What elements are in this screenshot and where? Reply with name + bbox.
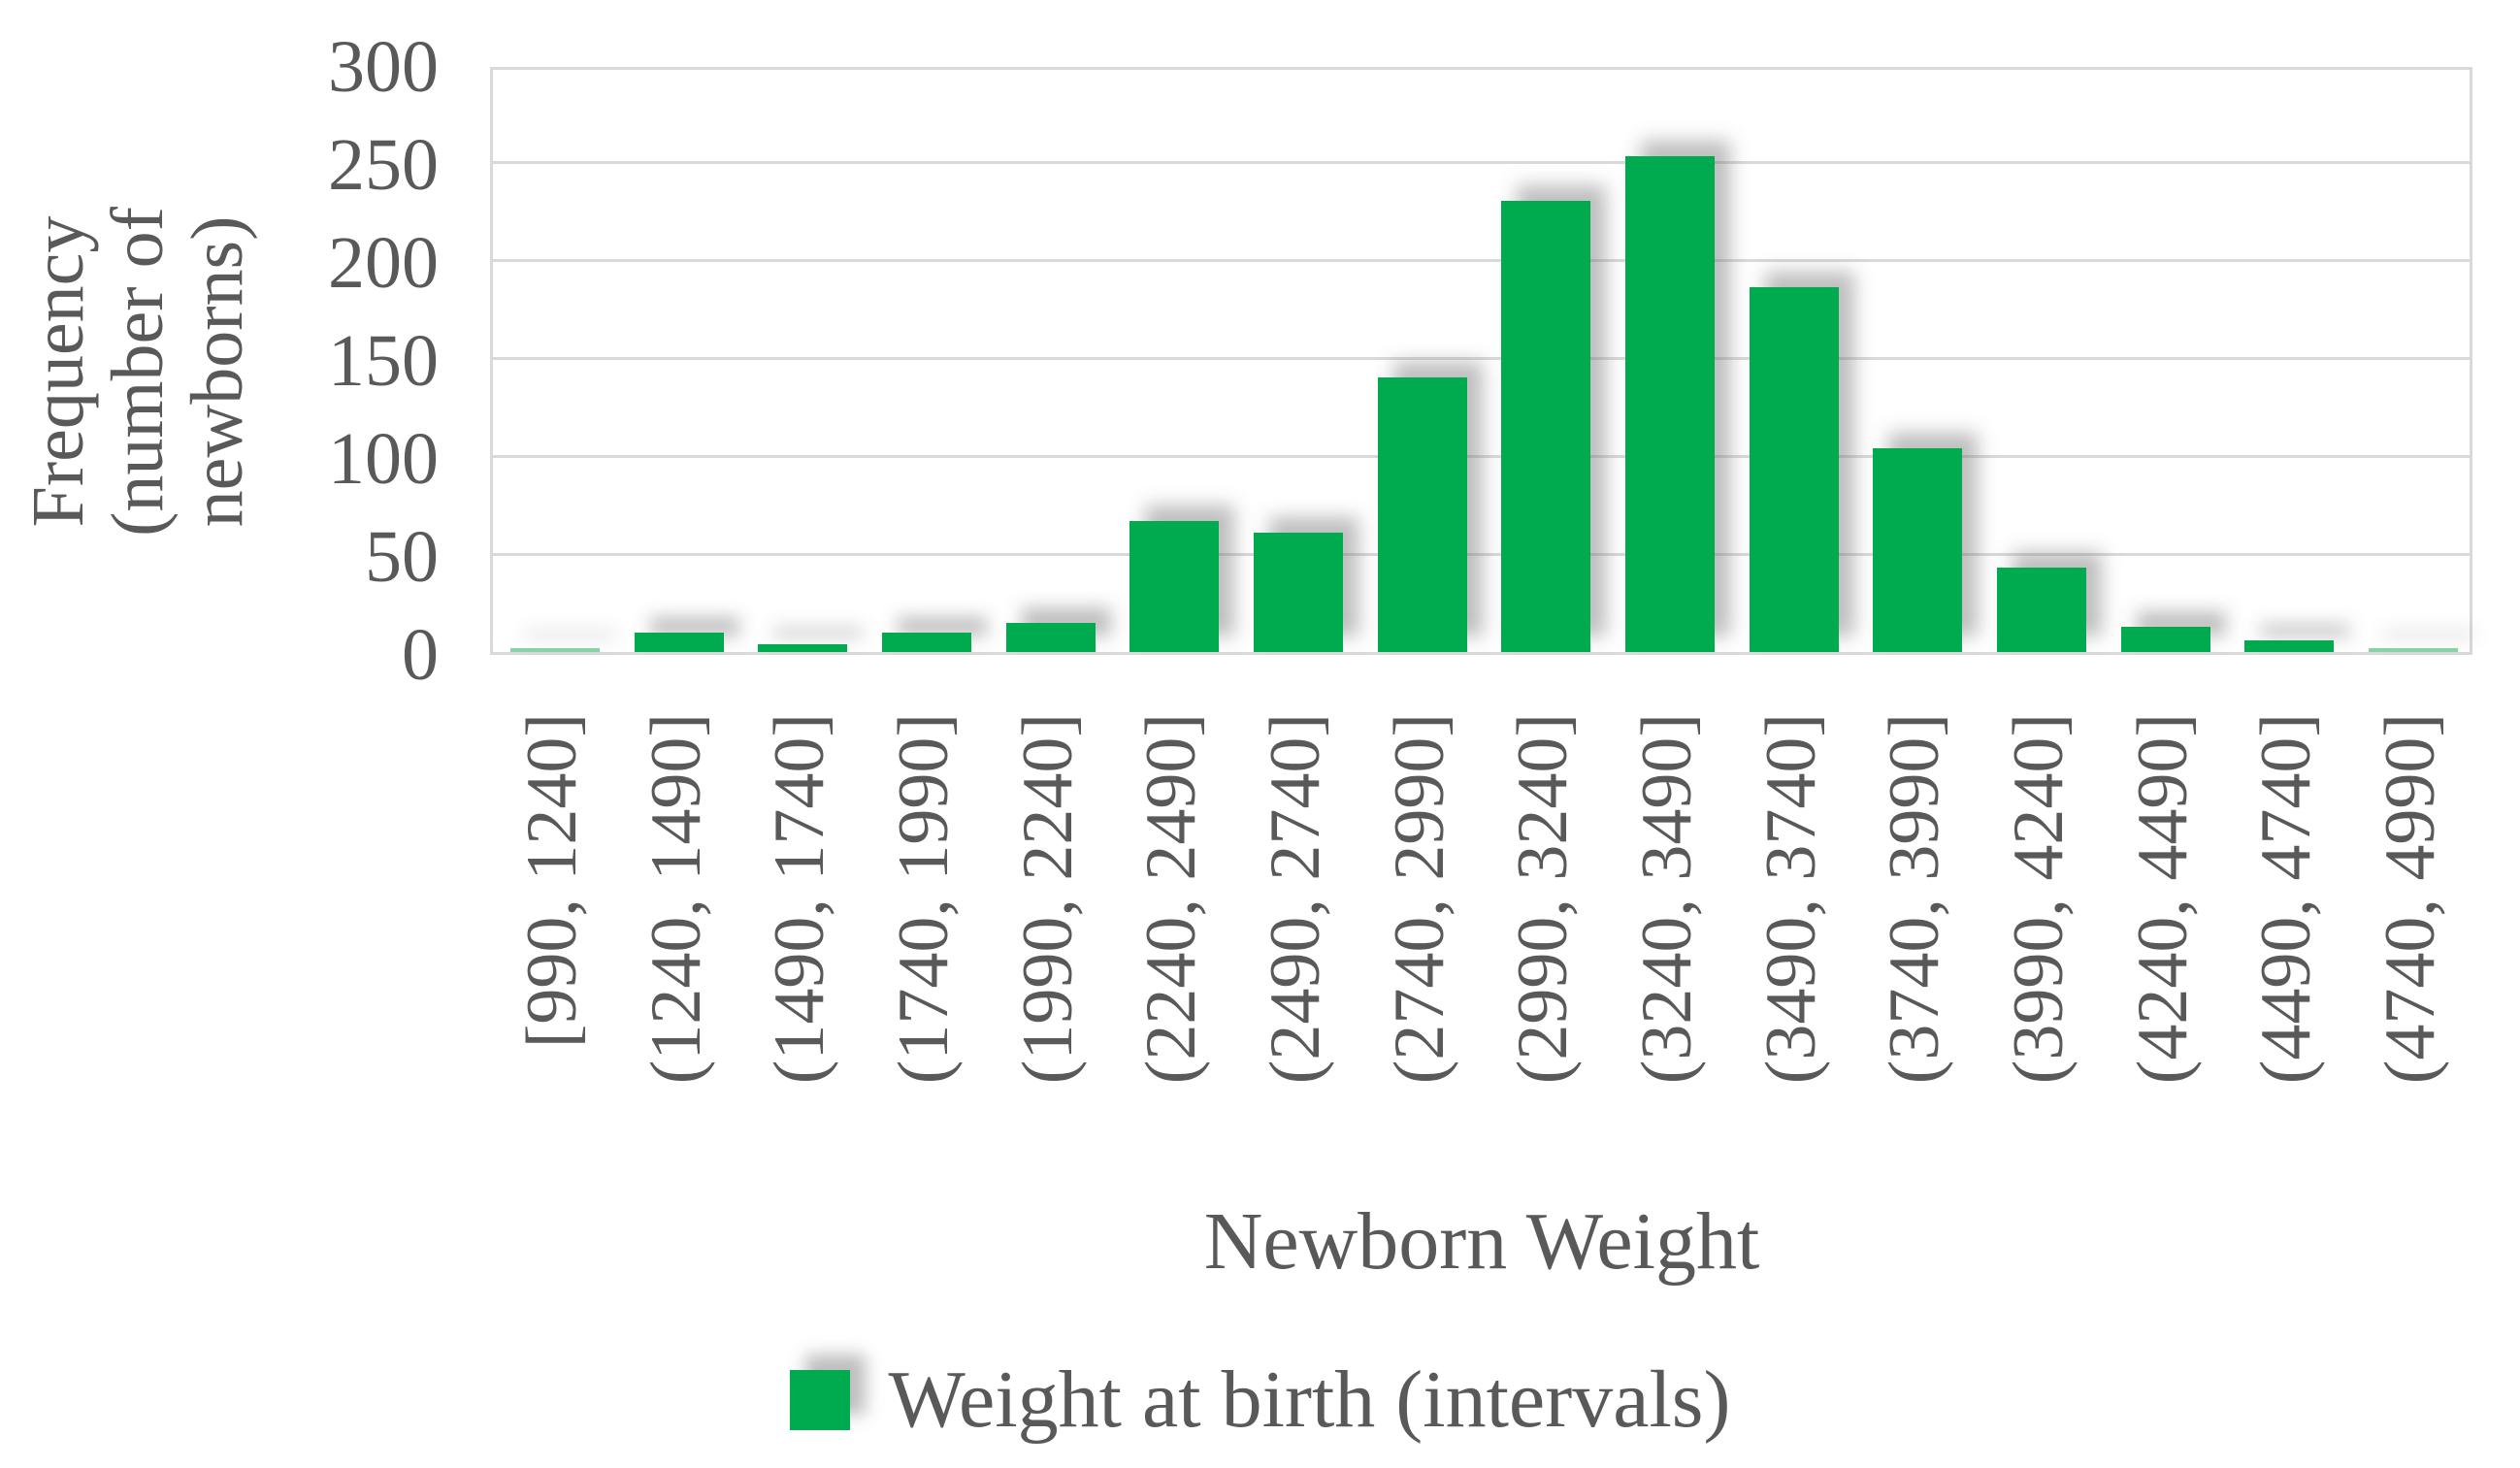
x-tick-(3240, 3490]: (3240, 3490] — [1627, 713, 1708, 1085]
plot-area — [490, 67, 2472, 655]
x-tick-(3990, 4240]: (3990, 4240] — [1999, 713, 2079, 1085]
bar-(3240, 3490] — [1625, 155, 1716, 652]
x-tick-(1240, 1490]: (1240, 1490] — [636, 713, 716, 1085]
y-tick-100: 100 — [328, 418, 439, 500]
bar-(2240, 2490] — [1129, 520, 1220, 652]
x-tick-(4740, 4990]: (4740, 4990] — [2371, 713, 2451, 1085]
x-tick-(1990, 2240]: (1990, 2240] — [1007, 713, 1088, 1085]
y-tick-250: 250 — [328, 124, 439, 206]
y-tick-300: 300 — [328, 26, 439, 108]
bar-(1240, 1490] — [634, 632, 724, 652]
gridline-200 — [493, 259, 2470, 262]
bar-(2490, 2740] — [1253, 532, 1343, 652]
bar-(3490, 3740] — [1749, 287, 1839, 652]
x-tick-(3740, 3990]: (3740, 3990] — [1875, 713, 1955, 1085]
bar-(4490, 4740] — [2244, 639, 2335, 652]
x-tick-(2490, 2740]: (2490, 2740] — [1255, 713, 1335, 1085]
y-tick-200: 200 — [328, 222, 439, 304]
legend-label: Weight at birth (intervals) — [888, 1354, 1731, 1445]
y-tick-150: 150 — [328, 320, 439, 402]
bar-[990, 1240] — [509, 647, 600, 652]
x-tick-(2740, 2990]: (2740, 2990] — [1379, 713, 1459, 1085]
x-tick-(1490, 1740]: (1490, 1740] — [760, 713, 840, 1085]
x-tick-[990, 1240]: [990, 1240] — [511, 713, 592, 1049]
y-tick-0: 0 — [402, 614, 439, 696]
bar-(1740, 1990] — [881, 632, 971, 652]
bar-(2740, 2990] — [1377, 377, 1467, 652]
bar-(1490, 1740] — [758, 643, 848, 652]
x-tick-(3490, 3740]: (3490, 3740] — [1751, 713, 1831, 1085]
x-tick-(4240, 4490]: (4240, 4490] — [2122, 713, 2203, 1085]
bar-(1990, 2240] — [1005, 622, 1096, 652]
gridline-150 — [493, 357, 2470, 360]
gridline-50 — [493, 553, 2470, 556]
gridline-100 — [493, 455, 2470, 458]
bar-(3740, 3990] — [1873, 447, 1963, 652]
x-tick-(1740, 1990]: (1740, 1990] — [883, 713, 964, 1085]
legend-swatch-icon — [789, 1370, 850, 1430]
x-tick-(4490, 4740]: (4490, 4740] — [2246, 713, 2327, 1085]
gridline-250 — [493, 161, 2470, 164]
x-axis-title: Newborn Weight — [1203, 1196, 1760, 1287]
x-tick-(2990, 3240]: (2990, 3240] — [1503, 713, 1584, 1085]
bar-(3990, 4240] — [1997, 568, 2087, 652]
bar-(4740, 4990] — [2369, 647, 2459, 652]
y-tick-50: 50 — [365, 516, 439, 598]
bar-(4240, 4490] — [2120, 626, 2210, 652]
x-tick-(2240, 2490]: (2240, 2490] — [1131, 713, 1212, 1085]
bar-(2990, 3240] — [1501, 201, 1591, 652]
legend: Weight at birth (intervals) — [0, 1356, 2520, 1444]
